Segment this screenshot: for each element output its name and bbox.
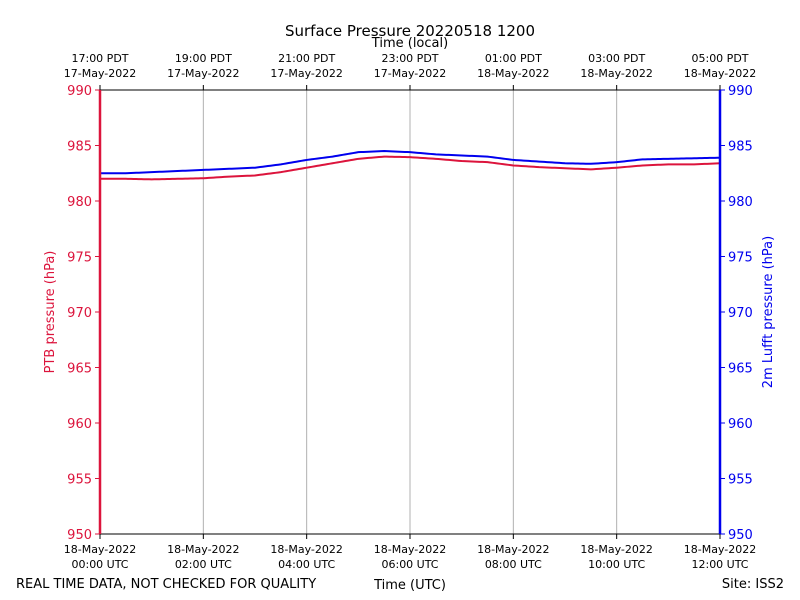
left-tick-label: 970: [67, 306, 92, 321]
top-tick-label: 19:00 PDT 17-May-2022: [167, 52, 239, 80]
right-y-axis-label: 2m Lufft pressure (hPa): [761, 236, 776, 388]
vertical-grid: [202, 90, 618, 534]
top-tick-label: 17:00 PDT 17-May-2022: [64, 52, 136, 80]
bottom-tick-label: 18-May-2022 10:00 UTC: [580, 543, 652, 571]
left-tick-label: 980: [67, 195, 92, 210]
left-tick-label: 960: [67, 417, 92, 432]
right-tick-label: 950: [728, 528, 753, 543]
left-tick-label: 965: [67, 362, 92, 377]
bottom-tick-label: 18-May-2022 06:00 UTC: [374, 543, 446, 571]
top-tick-label: 23:00 PDT 17-May-2022: [374, 52, 446, 80]
right-tick-label: 960: [728, 417, 753, 432]
top-x-ticks: 17:00 PDT 17-May-2022 19:00 PDT 17-May-2022…: [64, 52, 756, 90]
right-tick-label: 955: [728, 473, 753, 488]
quality-notice: REAL TIME DATA, NOT CHECKED FOR QUALITY: [16, 577, 316, 592]
site-label: Site: ISS2: [722, 577, 784, 592]
right-y-ticks: 950 955 960 965 970 975 980 985 990: [720, 84, 753, 543]
left-tick-label: 955: [67, 473, 92, 488]
bottom-x-ticks: 18-May-2022 00:00 UTC 18-May-2022 02:00 UTC…: [64, 534, 756, 571]
ptb-pressure-line: [100, 155, 721, 181]
top-tick-label: 05:00 PDT 18-May-2022: [684, 52, 756, 80]
bottom-tick-label: 18-May-2022 00:00 UTC: [64, 543, 136, 571]
left-tick-label: 990: [67, 84, 92, 99]
right-tick-label: 985: [728, 140, 753, 155]
top-tick-label: 01:00 PDT 18-May-2022: [477, 52, 549, 80]
bottom-tick-label: 18-May-2022 08:00 UTC: [477, 543, 549, 571]
right-tick-label: 975: [728, 251, 753, 266]
right-tick-label: 970: [728, 306, 753, 321]
left-y-ticks: 950 955 960 965 970 975 980 985 990: [67, 84, 100, 543]
left-tick-label: 975: [67, 251, 92, 266]
left-tick-label: 950: [67, 528, 92, 543]
top-tick-label: 03:00 PDT 18-May-2022: [580, 52, 652, 80]
top-axis-label: Time (local): [371, 36, 448, 51]
top-tick-label: 21:00 PDT 17-May-2022: [270, 52, 342, 80]
left-y-axis-label: PTB pressure (hPa): [43, 251, 58, 374]
left-tick-label: 985: [67, 140, 92, 155]
series-layer: [100, 150, 721, 181]
bottom-tick-label: 18-May-2022 12:00 UTC: [684, 543, 756, 571]
right-tick-label: 965: [728, 362, 753, 377]
lufft-pressure-line: [100, 150, 721, 175]
x-axis-label: Time (UTC): [373, 578, 446, 593]
chart-title: Surface Pressure 20220518 1200: [285, 22, 535, 40]
bottom-tick-label: 18-May-2022 04:00 UTC: [270, 543, 342, 571]
right-tick-label: 990: [728, 84, 753, 99]
bottom-tick-label: 18-May-2022 02:00 UTC: [167, 543, 239, 571]
right-tick-label: 980: [728, 195, 753, 210]
